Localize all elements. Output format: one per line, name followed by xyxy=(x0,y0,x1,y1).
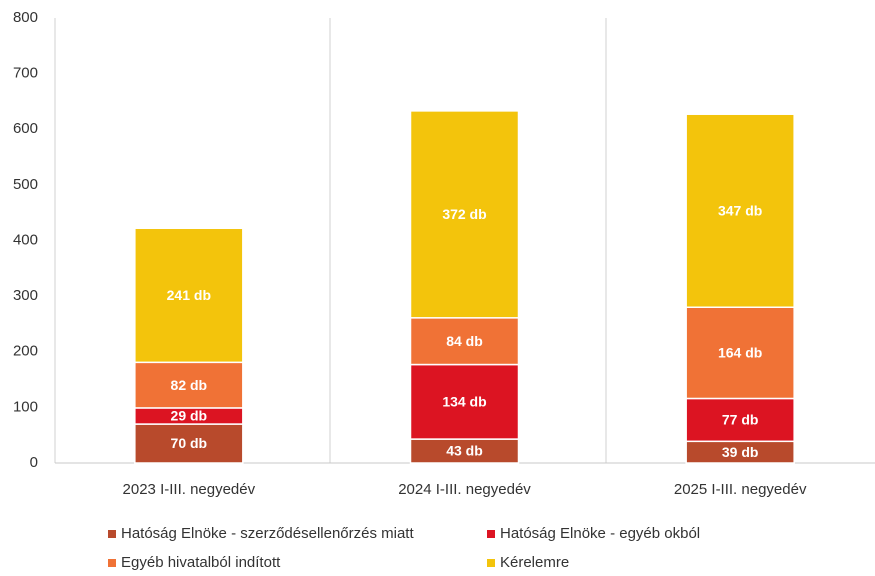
bar-segment xyxy=(685,397,795,443)
legend-label: Hatóság Elnöke - szerződésellenőrzés mia… xyxy=(121,525,414,542)
y-tick-label: 0 xyxy=(30,454,38,471)
bar-segment xyxy=(409,363,520,440)
value-label: 77 db xyxy=(722,412,759,428)
y-tick-label: 200 xyxy=(13,343,38,360)
legend-label: Kérelemre xyxy=(500,554,569,571)
bar-segment xyxy=(685,113,795,308)
y-tick-label: 600 xyxy=(13,120,38,137)
y-tick-label: 500 xyxy=(13,176,38,193)
value-label: 43 db xyxy=(446,443,483,459)
y-tick-label: 300 xyxy=(13,287,38,304)
value-label: 39 db xyxy=(722,444,759,460)
x-tick-label: 2023 I-III. negyedév xyxy=(123,481,256,498)
legend-label: Hatóság Elnöke - egyéb okból xyxy=(500,525,700,542)
value-label: 82 db xyxy=(171,377,208,393)
value-label: 70 db xyxy=(171,435,208,451)
value-label: 134 db xyxy=(442,394,486,410)
value-label: 241 db xyxy=(167,287,211,303)
value-label: 84 db xyxy=(446,333,483,349)
x-tick-label: 2024 I-III. negyedév xyxy=(398,481,531,498)
legend-label: Egyéb hivatalból indított xyxy=(121,554,281,571)
y-tick-label: 800 xyxy=(13,9,38,26)
y-tick-label: 400 xyxy=(13,231,38,248)
bar-segment xyxy=(409,317,520,366)
bar-segment xyxy=(685,306,795,400)
y-tick-label: 700 xyxy=(13,65,38,82)
value-label: 372 db xyxy=(442,206,486,222)
value-label: 164 db xyxy=(718,345,762,361)
bar-segment xyxy=(409,110,520,319)
legend-swatch xyxy=(487,559,495,567)
legend-swatch xyxy=(487,530,495,538)
legend-swatch xyxy=(108,559,116,567)
bar-segment xyxy=(134,361,244,409)
value-label: 29 db xyxy=(171,408,208,424)
value-label: 347 db xyxy=(718,202,762,218)
bar-segment xyxy=(134,227,244,364)
legend-swatch xyxy=(108,530,116,538)
x-tick-label: 2025 I-III. negyedév xyxy=(674,481,807,498)
bar-segment xyxy=(134,423,244,464)
y-tick-label: 100 xyxy=(13,398,38,415)
